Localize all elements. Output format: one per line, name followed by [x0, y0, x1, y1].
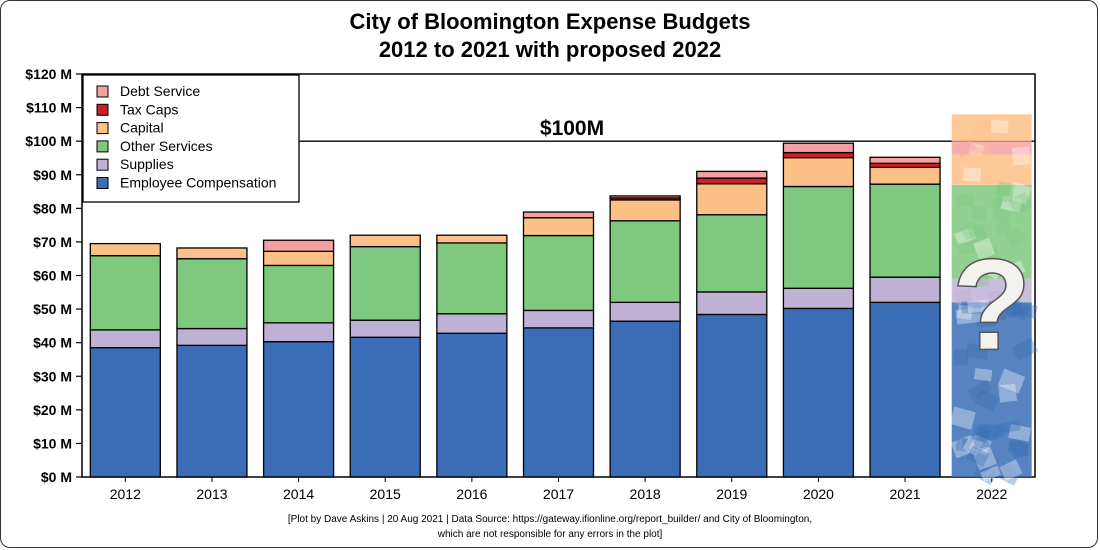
chart-title: City of Bloomington Expense Budgets [349, 9, 751, 34]
footer-credit-line1: [Plot by Dave Askins | 20 Aug 2021 | Dat… [287, 514, 813, 525]
footer-credit-line2: which are not responsible for any errors… [437, 529, 663, 540]
chart-subtitle: 2012 to 2021 with proposed 2022 [378, 37, 722, 62]
